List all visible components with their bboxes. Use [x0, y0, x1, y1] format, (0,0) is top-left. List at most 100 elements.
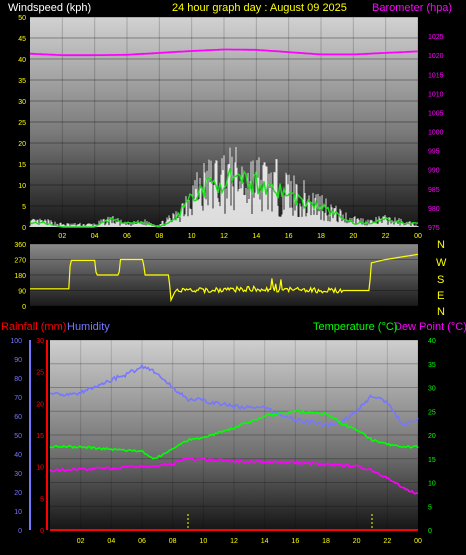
- direction-tick-label: 270: [14, 258, 26, 265]
- wind-tick-label: 25: [18, 120, 26, 127]
- rainfall-tick-label: 10: [36, 465, 44, 472]
- lower-x-tick-label: 22: [383, 538, 391, 545]
- lower-x-tick-label: 06: [138, 538, 146, 545]
- lower-x-tick-label: 00: [414, 538, 422, 545]
- temperature-tick-label: 15: [428, 457, 436, 464]
- barometer-tick-label: 1015: [428, 72, 444, 79]
- panel-direction-background: [30, 244, 418, 306]
- barometer-tick-label: 1010: [428, 91, 444, 98]
- humidity-tick-label: 50: [14, 433, 22, 440]
- wind-x-tick-label: 16: [285, 233, 293, 240]
- barometer-tick-label: 975: [428, 225, 440, 232]
- wind-x-tick-label: 12: [220, 233, 228, 240]
- rainfall-tick-label: 20: [36, 401, 44, 408]
- barometer-tick-label: 980: [428, 206, 440, 213]
- direction-tick-label: 90: [18, 289, 26, 296]
- temperature-tick-label: 20: [428, 433, 436, 440]
- humidity-tick-label: 60: [14, 414, 22, 421]
- wind-x-tick-label: 06: [123, 233, 131, 240]
- compass-label-e: E: [437, 290, 444, 302]
- wind-tick-label: 40: [18, 57, 26, 64]
- wind-x-tick-label: 10: [188, 233, 196, 240]
- wind-tick-label: 45: [18, 36, 26, 43]
- chart-marks: [29, 48, 419, 531]
- lower-x-tick-label: 10: [199, 538, 207, 545]
- wind-tick-label: 10: [18, 183, 26, 190]
- direction-tick-label: 0: [22, 304, 26, 311]
- barometer-tick-label: 990: [428, 168, 440, 175]
- wind-average-line: [29, 168, 419, 228]
- humidity-tick-label: 70: [14, 395, 22, 402]
- wind-tick-label: 30: [18, 99, 26, 106]
- humidity-tick-label: 20: [14, 490, 22, 497]
- temperature-tick-label: 35: [428, 362, 436, 369]
- lower-x-tick-label: 08: [169, 538, 177, 545]
- direction-tick-label: 180: [14, 273, 26, 280]
- wind-x-tick-label: 04: [91, 233, 99, 240]
- wind-x-tick-label: 00: [414, 233, 422, 240]
- humidity-axis-title: Humidity: [67, 321, 110, 333]
- temperature-tick-label: 5: [428, 504, 432, 511]
- humidity-tick-label: 90: [14, 357, 22, 364]
- compass-label-n-bottom: N: [437, 306, 445, 318]
- lower-x-tick-label: 16: [291, 538, 299, 545]
- wind-direction-line: [30, 253, 419, 303]
- humidity-tick-label: 0: [18, 528, 22, 535]
- chart-title: 24 hour graph day : August 09 2025: [172, 2, 347, 14]
- compass-label-w: W: [436, 257, 447, 269]
- wind-x-tick-label: 02: [58, 233, 66, 240]
- wind-tick-label: 15: [18, 162, 26, 169]
- wind-x-tick-label: 20: [349, 233, 357, 240]
- temperature-line: [49, 409, 419, 460]
- humidity-tick-label: 80: [14, 376, 22, 383]
- wind-tick-label: 35: [18, 78, 26, 85]
- dewpoint-line: [49, 457, 419, 495]
- temperature-tick-label: 10: [428, 481, 436, 488]
- lower-x-tick-label: 12: [230, 538, 238, 545]
- compass-label-n-top: N: [437, 239, 445, 251]
- direction-tick-label: 360: [14, 242, 26, 249]
- rainfall-tick-label: 25: [36, 370, 44, 377]
- compass-label-s: S: [437, 274, 444, 286]
- barometer-tick-label: 985: [428, 187, 440, 194]
- barometer-tick-label: 1020: [428, 53, 444, 60]
- dewpoint-axis-title: Dew Point (°C): [394, 321, 466, 333]
- wind-tick-label: 0: [22, 225, 26, 232]
- barometer-tick-label: 1000: [428, 130, 444, 137]
- wind-x-tick-label: 14: [252, 233, 260, 240]
- lower-x-tick-label: 14: [261, 538, 269, 545]
- lower-x-tick-label: 02: [77, 538, 85, 545]
- humidity-tick-label: 30: [14, 471, 22, 478]
- barometer-axis-title: Barometer (hpa): [372, 2, 452, 14]
- wind-tick-label: 20: [18, 141, 26, 148]
- rainfall-tick-label: 30: [36, 338, 44, 345]
- barometer-line: [29, 48, 419, 57]
- humidity-tick-label: 40: [14, 452, 22, 459]
- lower-x-tick-label: 18: [322, 538, 330, 545]
- rainfall-tick-label: 0: [40, 528, 44, 535]
- lower-x-tick-label: 04: [107, 538, 115, 545]
- axis-labels: 0510152025303540455097598098599099510001…: [10, 15, 443, 545]
- barometer-tick-label: 1025: [428, 34, 444, 41]
- lower-x-tick-label: 20: [353, 538, 361, 545]
- temperature-tick-label: 40: [428, 338, 436, 345]
- wind-x-tick-label: 18: [317, 233, 325, 240]
- temperature-tick-label: 25: [428, 409, 436, 416]
- rainfall-axis-title: Rainfall (mm): [1, 321, 66, 333]
- wind-x-tick-label: 22: [382, 233, 390, 240]
- wind-axis-title: Windspeed (kph): [8, 2, 91, 14]
- wind-tick-label: 5: [22, 204, 26, 211]
- barometer-tick-label: 995: [428, 149, 440, 156]
- humidity-tick-label: 10: [14, 509, 22, 516]
- humidity-tick-label: 100: [10, 338, 22, 345]
- barometer-tick-label: 1005: [428, 110, 444, 117]
- rainfall-tick-label: 5: [40, 496, 44, 503]
- panel-temperature-background: [50, 340, 418, 530]
- wind-tick-label: 50: [18, 15, 26, 22]
- humidity-line: [49, 363, 419, 429]
- temperature-tick-label: 0: [428, 528, 432, 535]
- temperature-axis-title: Temperature (°C): [313, 321, 397, 333]
- rainfall-tick-label: 15: [36, 433, 44, 440]
- wind-x-tick-label: 08: [155, 233, 163, 240]
